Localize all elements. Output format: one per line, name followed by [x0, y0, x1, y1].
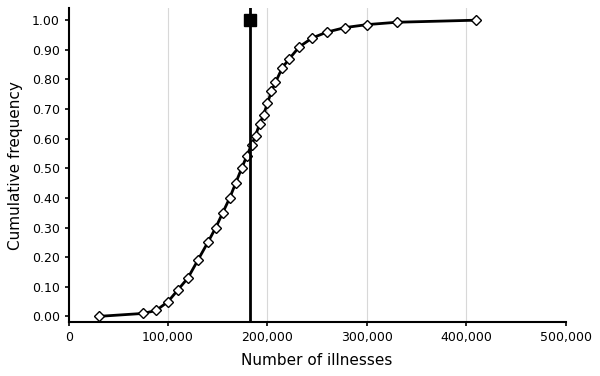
Y-axis label: Cumulative frequency: Cumulative frequency: [8, 81, 23, 250]
X-axis label: Number of illnesses: Number of illnesses: [241, 353, 393, 368]
